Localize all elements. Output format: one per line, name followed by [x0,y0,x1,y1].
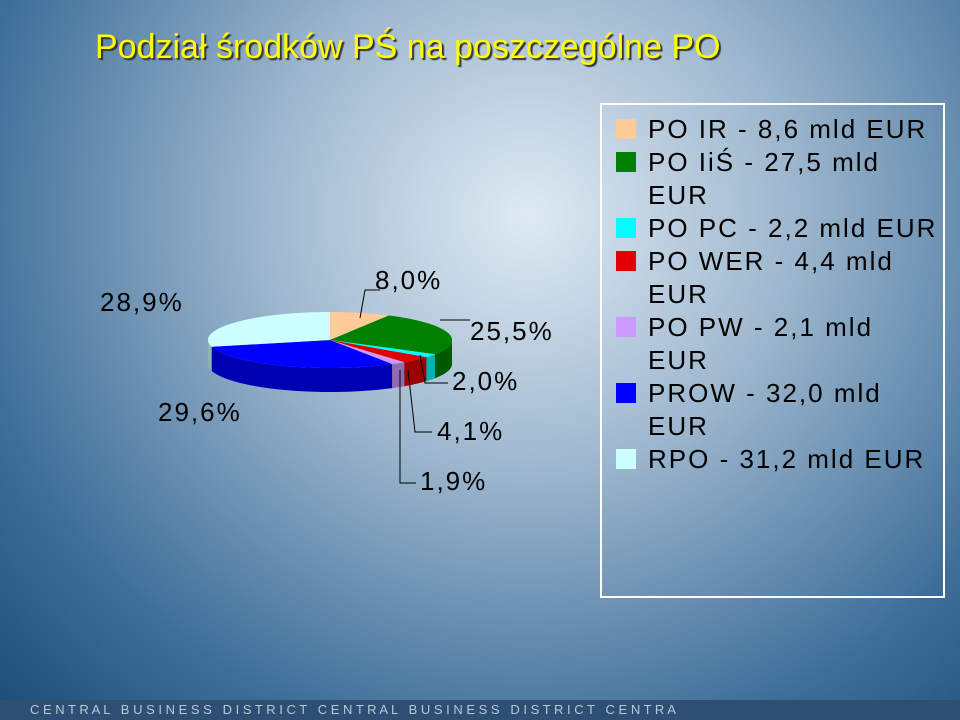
legend-swatch [616,449,636,469]
pie-slice-side [211,346,393,392]
data-label: 25,5% [470,316,554,346]
legend-label: PO IiŚ - 27,5 mld EUR [648,147,880,210]
pie-slice [208,312,330,347]
legend-item: RPO - 31,2 mld EUR [616,443,943,476]
pie-slice-side [426,354,436,382]
legend-label: PO IR - 8,6 mld EUR [648,114,928,144]
chart: 8,0% 25,5% 2,0% 4,1% 1,9% 29,6% 28,9% [100,265,554,496]
data-label: 28,9% [100,287,184,317]
pie-slice-side [392,362,405,389]
leader-line [359,289,380,319]
leader-line [399,370,416,484]
pie-slice [330,340,405,365]
leader-line [419,354,448,384]
pie-slice-side [404,357,427,387]
legend-label: PO PW - 2,1 mld EUR [648,312,874,375]
legend-label: PO WER - 4,4 mld EUR [648,246,894,309]
data-label: 4,1% [437,416,504,446]
legend-item: PO PW - 2,1 mld EUR [616,311,943,377]
legend-swatch [616,251,636,271]
legend-item: PO WER - 4,4 mld EUR [616,245,943,311]
data-label: 8,0% [375,265,442,295]
legend-swatch [616,383,636,403]
data-label: 1,9% [420,466,487,496]
data-label: 29,6% [158,397,242,427]
legend: PO IR - 8,6 mld EUR PO IiŚ - 27,5 mld EUR… [600,103,945,598]
legend-swatch [616,317,636,337]
pie-slice-side [435,340,452,379]
data-label: 2,0% [452,366,519,396]
legend-item: PO IR - 8,6 mld EUR [616,113,943,146]
legend-swatch [616,119,636,139]
footer: C E N T R A L B U S I N E S S D I S T R … [0,700,960,720]
legend-label: PO PC - 2,2 mld EUR [648,213,938,243]
pie-slice-side [208,340,212,371]
pie-slice [211,340,393,368]
legend-item: PO PC - 2,2 mld EUR [616,212,943,245]
pie-slice [330,340,436,358]
legend-item: PO IiŚ - 27,5 mld EUR [616,146,943,212]
legend-item: PROW - 32,0 mld EUR [616,377,943,443]
legend-swatch [616,218,636,238]
leader-line [407,369,432,433]
chart-title: Podział środków PŚ na poszczególne PO [95,28,721,66]
pie-slice [330,340,427,363]
legend-label: RPO - 31,2 mld EUR [648,444,926,474]
pie-slice [330,315,452,355]
legend-swatch [616,152,636,172]
pie-slice [330,312,389,340]
legend-label: PROW - 32,0 mld EUR [648,378,882,441]
